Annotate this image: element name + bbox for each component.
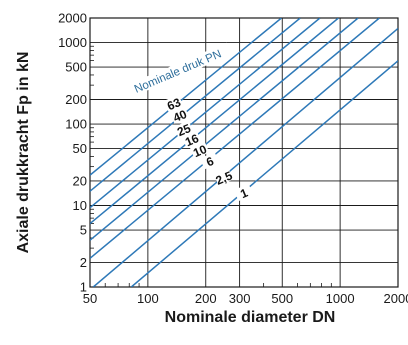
y-tick-label-50: 50 (73, 141, 87, 156)
y-tick-label-10: 10 (73, 198, 87, 213)
series-label-pn-16: 16 (183, 131, 201, 149)
series-line-pn-10 (90, 18, 359, 241)
x-axis-title: Nominale diameter DN (165, 309, 336, 326)
series-label-bg-pn-16 (181, 130, 202, 148)
x-tick-label-1000: 1000 (326, 291, 355, 306)
series-label-pn-6: 6 (204, 154, 216, 170)
x-tick-label-200: 200 (195, 291, 217, 306)
y-axis-title: Axiale drukkracht Fp in kN (15, 52, 32, 254)
series-label-bg-pn-10 (189, 141, 210, 159)
series-line-pn-1 (130, 60, 398, 287)
series-label-bg-pn-1 (233, 183, 254, 202)
y-tick-label-2: 2 (80, 255, 87, 270)
y-tick-label-2000: 2000 (58, 11, 87, 26)
y-tick-label-1000: 1000 (58, 35, 87, 50)
series-line-pn-25 (90, 18, 321, 209)
series-label-pn-25: 25 (175, 121, 193, 139)
plot-frame (89, 17, 399, 288)
series-label-pn-40: 40 (171, 107, 189, 125)
y-tick-label-1: 1 (80, 280, 87, 295)
series-group (90, 18, 398, 287)
series-label-pn-2.5: 2,5 (214, 168, 235, 188)
y-tick-label-100: 100 (65, 117, 87, 132)
series-line-pn-63 (90, 18, 282, 176)
series-line-pn-40 (90, 18, 301, 192)
series-line-pn-2.5 (92, 27, 398, 287)
x-tick-label-50: 50 (83, 291, 97, 306)
x-tick-label-2000: 2000 (384, 291, 408, 306)
y-tick-label-500: 500 (65, 60, 87, 75)
x-tick-label-100: 100 (137, 291, 159, 306)
series-label-pn-10: 10 (191, 142, 209, 160)
series-label-bg-pn-2.5 (213, 168, 234, 186)
x-tick-label-500: 500 (271, 291, 293, 306)
y-tick-label-200: 200 (65, 92, 87, 107)
x-tick-label-300: 300 (229, 291, 251, 306)
series-line-pn-16 (90, 18, 339, 225)
series-label-bg-pn-63 (163, 94, 184, 112)
y-tick-label-20: 20 (73, 173, 87, 188)
series-label-pn-63: 63 (165, 95, 183, 113)
annotation-bg (123, 42, 232, 99)
series-label-bg-pn-25 (173, 120, 194, 138)
series-label-pn-1: 1 (238, 186, 250, 202)
y-tick-label-5: 5 (80, 223, 87, 238)
series-line-pn-6 (90, 18, 380, 259)
series-label-bg-pn-6 (199, 152, 220, 170)
series-label-bg-pn-40 (169, 106, 190, 124)
